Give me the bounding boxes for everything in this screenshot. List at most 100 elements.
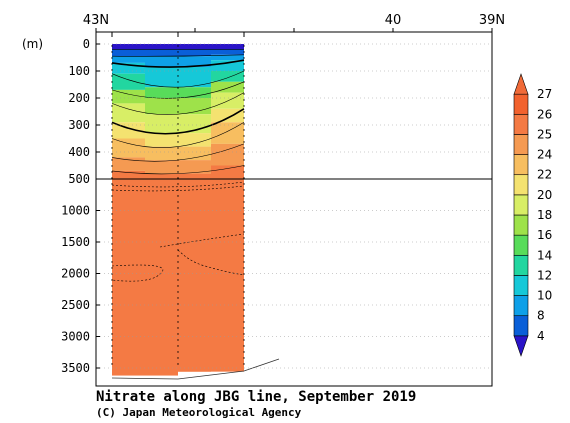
- station-0-sample: [111, 261, 113, 263]
- y-tick-label-1: 100: [68, 64, 90, 78]
- station-1-sample: [177, 357, 179, 359]
- seafloor-line: [111, 358, 280, 380]
- station-1-sample: [177, 249, 179, 251]
- field-band-west-0: [112, 44, 145, 50]
- station-0-sample: [111, 201, 113, 203]
- station-2-sample: [243, 135, 245, 137]
- field-band-east-2: [211, 54, 244, 61]
- station-0-sample: [111, 123, 113, 125]
- contour-line-7: [111, 122, 245, 148]
- station-2-sample: [243, 351, 245, 353]
- station-0-sample: [111, 69, 113, 71]
- field-band-east-10: [211, 165, 244, 372]
- station-0-sample: [111, 57, 113, 59]
- station-2-sample: [243, 63, 245, 65]
- station-0-sample: [111, 129, 113, 131]
- station-1-sample: [177, 87, 179, 89]
- station-2-sample: [243, 201, 245, 203]
- contour-line-9: [111, 165, 245, 175]
- station-2-sample: [243, 219, 245, 221]
- station-0-sample: [111, 213, 113, 215]
- station-1-sample: [177, 309, 179, 311]
- field-band-east-1: [211, 49, 244, 55]
- station-2-sample: [243, 309, 245, 311]
- station-2-sample: [243, 243, 245, 245]
- station-1-sample: [177, 75, 179, 77]
- station-1-sample: [177, 315, 179, 317]
- colorbar-label-12: 27: [537, 87, 552, 101]
- station-0-sample: [111, 159, 113, 161]
- station-0-sample: [111, 315, 113, 317]
- chart-title: Nitrate along JBG line, September 2019: [96, 389, 417, 405]
- station-1-sample: [177, 183, 179, 185]
- station-2-sample: [243, 81, 245, 83]
- colorbar-segment-10: [513, 134, 529, 155]
- station-0-sample: [111, 249, 113, 251]
- field-band-west-6: [112, 103, 145, 123]
- station-1-sample: [177, 171, 179, 173]
- station-0-sample: [111, 297, 113, 299]
- colorbar-segment-5: [513, 234, 529, 256]
- field-band-east-5: [211, 81, 244, 93]
- station-0-sample: [111, 345, 113, 347]
- station-1-sample: [177, 231, 179, 233]
- colorbar-label-3: 12: [537, 268, 552, 282]
- colorbar-segment-7: [513, 194, 529, 216]
- station-1-sample: [177, 237, 179, 239]
- field-band-west-1: [112, 49, 145, 57]
- field-band-mid-1: [145, 49, 211, 57]
- station-1-sample: [177, 285, 179, 287]
- field-band-mid-2: [145, 56, 211, 67]
- station-0-sample: [111, 237, 113, 239]
- station-2-sample: [243, 207, 245, 209]
- y-tick-label-4: 400: [68, 145, 90, 159]
- station-1-sample: [177, 201, 179, 203]
- station-0-sample: [111, 291, 113, 293]
- field-band-mid-3: [145, 66, 211, 88]
- colorbar-segment-1: [513, 315, 529, 337]
- station-1-sample: [177, 351, 179, 353]
- deep-contour-2: [159, 233, 245, 248]
- station-0-sample: [111, 279, 113, 281]
- station-1-sample: [177, 291, 179, 293]
- deep-contour-1: [111, 185, 245, 192]
- station-1-sample: [177, 123, 179, 125]
- station-1-sample: [177, 255, 179, 257]
- station-1-sample: [177, 141, 179, 143]
- colorbar-segment-8: [513, 174, 529, 196]
- x-tick-label-1: 40: [385, 13, 402, 28]
- station-0-sample: [111, 87, 113, 89]
- station-0-sample: [111, 63, 113, 65]
- y-tick-label-7: 1500: [61, 235, 90, 249]
- colorbar-label-10: 25: [537, 127, 552, 141]
- station-2-sample: [243, 141, 245, 143]
- station-0-sample: [111, 321, 113, 323]
- colorbar-label-8: 22: [537, 168, 552, 182]
- field-band-east-7: [211, 108, 244, 123]
- station-0-sample: [111, 189, 113, 191]
- station-2-sample: [243, 237, 245, 239]
- field-band-east-8: [211, 122, 244, 144]
- station-0-sample: [111, 75, 113, 77]
- station-1-sample: [177, 159, 179, 161]
- depth-axis: 0 100 200 300 400 500 1000 1500 2000 2500 3000 3500: [61, 37, 100, 375]
- station-2-sample: [243, 99, 245, 101]
- station-1-sample: [177, 333, 179, 335]
- station-1-sample: [177, 135, 179, 137]
- y-tick-label-3: 300: [68, 118, 90, 132]
- station-0-sample: [111, 195, 113, 197]
- station-2-sample: [243, 105, 245, 107]
- station-0-sample: [111, 147, 113, 149]
- station-1-sample: [177, 297, 179, 299]
- contour-line-5: [111, 92, 245, 115]
- station-0-sample: [111, 231, 113, 233]
- field-band-west-2: [112, 56, 145, 63]
- station-2-sample: [243, 111, 245, 113]
- contour-line-4: [111, 81, 245, 99]
- station-0-sample: [111, 177, 113, 179]
- station-0-sample: [111, 351, 113, 353]
- station-1-sample: [177, 81, 179, 83]
- station-1-sample: [177, 93, 179, 95]
- station-2-sample: [243, 339, 245, 341]
